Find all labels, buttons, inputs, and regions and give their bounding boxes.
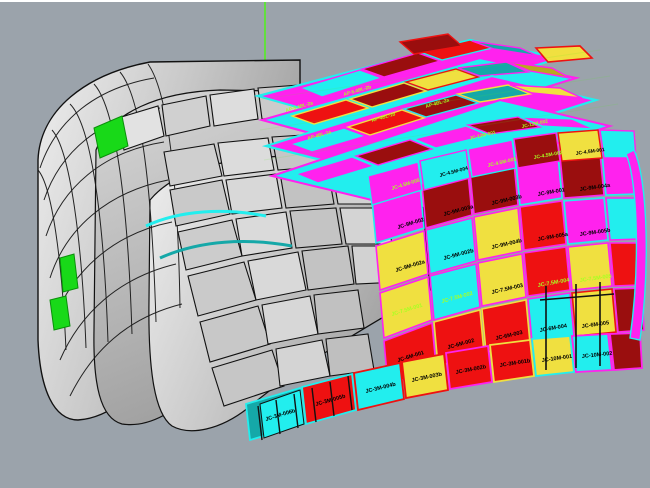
block-label: JC-9M-005b xyxy=(579,228,611,238)
frame-lines-overlay xyxy=(539,282,615,370)
block-label: JC-7.5M-004 xyxy=(537,277,571,289)
deck-cap-yellow[interactable] xyxy=(534,45,594,63)
upper-deck-assembly[interactable] xyxy=(253,33,614,204)
block-label: JC-6M-005 xyxy=(581,320,609,330)
hull-shell-gray[interactable] xyxy=(37,59,431,432)
deck-cap-darkred[interactable] xyxy=(398,33,464,55)
block-row-transition[interactable] xyxy=(367,129,637,206)
block-label: JC-6M-004 xyxy=(539,323,568,334)
hull-guide-arc-cyan-2 xyxy=(159,240,293,260)
block-label: JC-10M-001 xyxy=(541,354,572,364)
block-row-a[interactable] xyxy=(371,152,639,245)
render-noise-overlay xyxy=(255,49,619,161)
block-label: JC-9M-004a xyxy=(579,183,611,193)
top-white-border xyxy=(0,0,650,2)
block-row-b[interactable] xyxy=(375,197,641,292)
block-label: JC-3M-002b xyxy=(455,364,487,376)
stern-cap-strip[interactable] xyxy=(625,149,647,341)
block-label: JC-9M-005a xyxy=(537,232,569,243)
block-label: JC-3M-001b xyxy=(499,358,531,369)
hull-mesh-transverse xyxy=(37,63,181,351)
highlight-patch-green-low[interactable] xyxy=(49,295,71,331)
frame-lines-bottom xyxy=(257,375,353,441)
highlight-patch-green-mid[interactable] xyxy=(59,253,79,293)
block-label: JC-7.5M-005 xyxy=(579,274,612,284)
block-row-d[interactable] xyxy=(383,287,645,388)
bottom-strake-cyan[interactable] xyxy=(259,389,305,439)
block-label: JC-9M-001 xyxy=(537,187,565,198)
deck-band-4[interactable] xyxy=(268,98,614,204)
block-label: JC-4.5M-001 xyxy=(575,147,605,157)
highlight-patch-green-top[interactable] xyxy=(93,115,129,159)
hull-guide-arc-cyan-1 xyxy=(145,209,267,228)
block-grid[interactable] xyxy=(245,129,647,442)
block-row-c[interactable] xyxy=(379,242,643,340)
block-label: JC-10M-002 xyxy=(582,351,613,360)
block-label: JC-4.5M-002 xyxy=(533,150,563,161)
deck-label: JC-12M-002 xyxy=(521,118,549,129)
